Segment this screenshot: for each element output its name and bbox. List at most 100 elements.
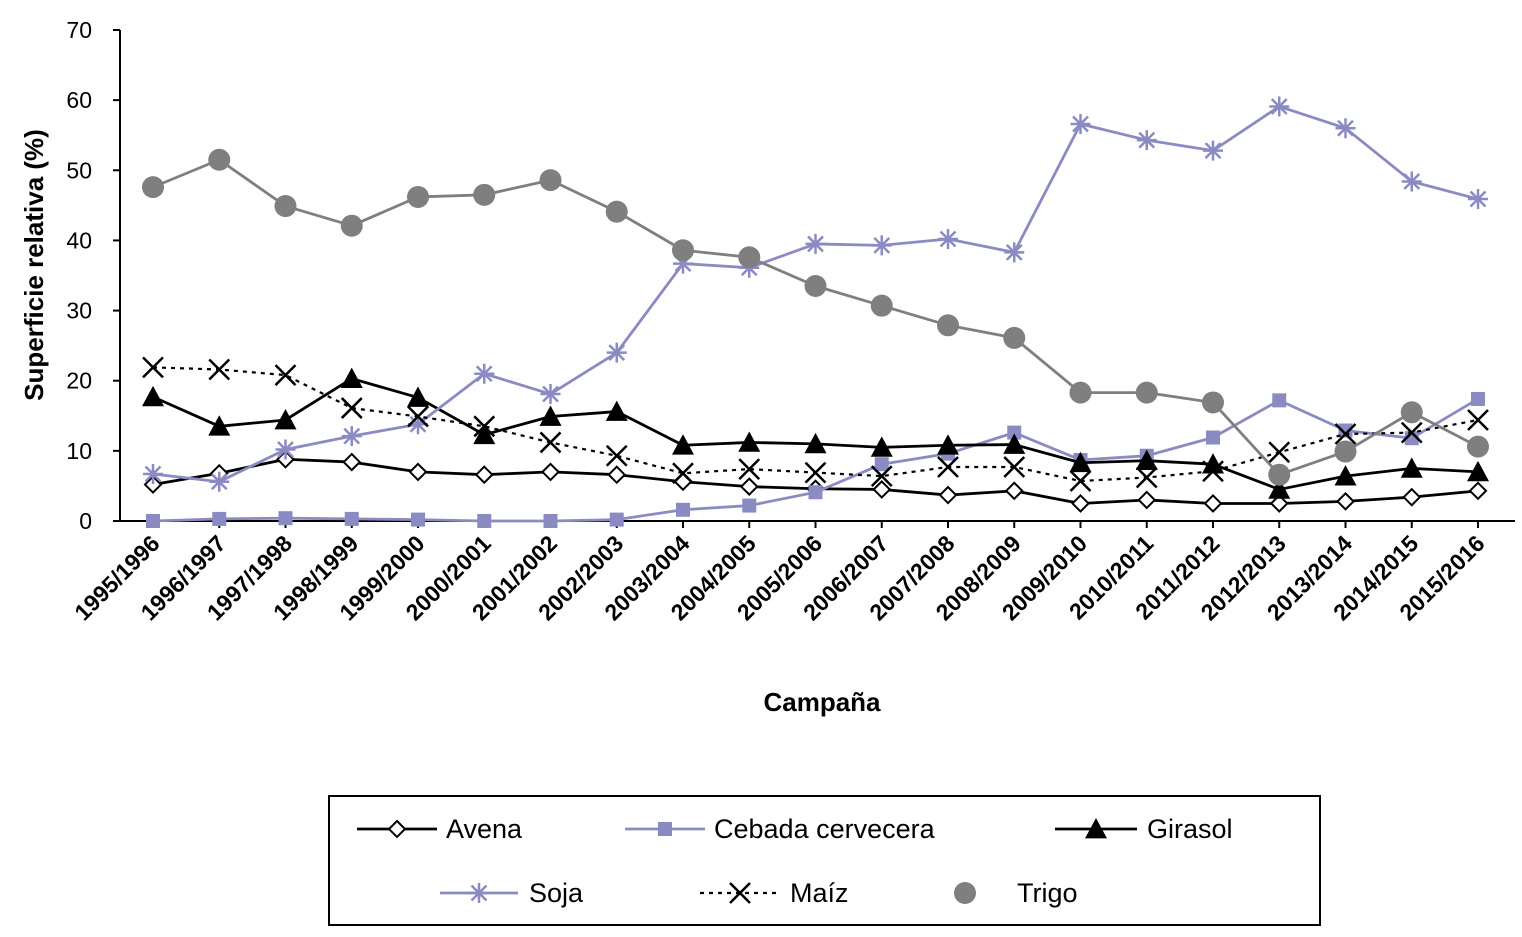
data-point-cebada-cervecera bbox=[278, 511, 293, 526]
data-point-soja bbox=[1004, 242, 1025, 263]
data-point-girasol bbox=[142, 385, 164, 407]
data-point-avena bbox=[1004, 481, 1024, 501]
data-point-soja bbox=[209, 471, 230, 492]
data-point-maiz bbox=[340, 397, 363, 419]
data-point-maiz bbox=[1467, 409, 1489, 431]
data-point-cebada-cervecera bbox=[1007, 425, 1022, 440]
data-point-maiz bbox=[1069, 470, 1092, 492]
data-point-trigo bbox=[539, 169, 562, 192]
data-point-avena bbox=[673, 472, 693, 492]
data-point-maiz bbox=[1334, 423, 1357, 445]
data-point-trigo bbox=[937, 314, 959, 337]
data-point-girasol bbox=[605, 400, 628, 421]
data-point-maiz bbox=[937, 456, 959, 478]
y-tick-label: 30 bbox=[66, 298, 92, 324]
data-point-trigo bbox=[274, 195, 297, 218]
data-point-maiz bbox=[870, 465, 893, 487]
data-point-trigo bbox=[1003, 326, 1026, 349]
data-point-girasol bbox=[804, 432, 827, 454]
data-point-cebada-cervecera bbox=[1471, 391, 1485, 406]
data-point-soja bbox=[871, 235, 892, 256]
legend-marker-trigo bbox=[954, 882, 976, 904]
data-point-maiz bbox=[738, 458, 761, 480]
data-point-maiz bbox=[1003, 456, 1026, 478]
series-maiz bbox=[142, 356, 1489, 492]
y-axis: 0 10 20 30 40 50 60 70 bbox=[66, 17, 121, 534]
data-point-cebada-cervecera bbox=[411, 512, 425, 527]
series-girasol bbox=[142, 367, 1489, 499]
data-point-girasol bbox=[208, 415, 231, 436]
legend-item-maiz: Maíz bbox=[700, 878, 849, 908]
data-point-soja bbox=[1269, 96, 1290, 117]
series-soja bbox=[143, 96, 1488, 492]
data-point-avena bbox=[474, 465, 494, 485]
data-point-soja bbox=[143, 464, 163, 485]
data-point-soja bbox=[1136, 130, 1157, 151]
data-point-soja bbox=[341, 426, 362, 447]
data-point-maiz bbox=[539, 431, 562, 454]
data-point-avena bbox=[872, 480, 892, 499]
series-layer bbox=[142, 96, 1489, 528]
data-point-cebada-cervecera bbox=[543, 514, 558, 528]
data-point-avena bbox=[1336, 491, 1355, 511]
data-point-maiz bbox=[605, 444, 628, 467]
data-point-soja bbox=[938, 229, 958, 250]
data-point-girasol bbox=[1268, 478, 1291, 499]
data-point-avena bbox=[143, 475, 163, 494]
data-point-trigo bbox=[1069, 381, 1092, 404]
data-point-avena bbox=[1203, 494, 1223, 513]
data-point-trigo bbox=[605, 200, 628, 223]
legend-label-soja: Soja bbox=[529, 878, 584, 908]
data-point-girasol bbox=[937, 434, 959, 455]
legend-label-avena: Avena bbox=[446, 814, 523, 844]
data-point-trigo bbox=[870, 294, 893, 317]
data-point-trigo bbox=[1135, 381, 1158, 404]
data-point-avena bbox=[541, 462, 560, 482]
data-point-soja bbox=[673, 253, 693, 274]
legend-item-trigo: Trigo bbox=[954, 878, 1078, 908]
data-point-cebada-cervecera bbox=[344, 511, 359, 526]
data-point-soja bbox=[1468, 189, 1488, 210]
data-point-girasol bbox=[1334, 465, 1357, 486]
legend-item-soja: Soja bbox=[440, 878, 584, 908]
data-point-soja bbox=[540, 384, 561, 405]
data-point-maiz bbox=[274, 364, 297, 386]
y-axis-title: Superficie relativa (%) bbox=[19, 129, 49, 401]
legend-marker-avena bbox=[387, 819, 407, 839]
data-point-cebada-cervecera bbox=[742, 498, 757, 513]
data-point-girasol bbox=[672, 434, 694, 455]
data-point-trigo bbox=[407, 185, 429, 208]
data-point-trigo bbox=[142, 176, 164, 199]
data-point-avena bbox=[1402, 487, 1422, 507]
data-point-avena bbox=[938, 485, 958, 505]
data-point-soja bbox=[1203, 140, 1223, 161]
data-point-cebada-cervecera bbox=[874, 457, 889, 472]
data-point-trigo bbox=[340, 214, 363, 237]
data-point-girasol bbox=[1135, 449, 1158, 471]
data-point-soja bbox=[805, 233, 826, 254]
data-point-avena bbox=[1071, 494, 1090, 513]
data-point-trigo bbox=[1334, 440, 1357, 463]
data-point-girasol bbox=[473, 423, 496, 445]
data-point-avena bbox=[342, 452, 362, 472]
legend-marker-soja bbox=[469, 883, 489, 903]
data-point-maiz bbox=[1202, 460, 1224, 483]
data-point-maiz bbox=[407, 405, 429, 428]
series-trigo bbox=[142, 148, 1489, 486]
data-point-maiz bbox=[1400, 421, 1423, 444]
series-cebada-cervecera bbox=[146, 391, 1485, 528]
data-point-trigo bbox=[672, 239, 694, 262]
legend: Avena Cebada cervecera Girasol Soja Maíz Trig… bbox=[328, 795, 1321, 926]
data-point-cebada-cervecera bbox=[808, 485, 823, 500]
legend-box bbox=[328, 795, 1321, 926]
data-point-trigo bbox=[1467, 435, 1489, 458]
data-point-trigo bbox=[1202, 391, 1224, 414]
data-point-girasol bbox=[738, 431, 761, 452]
y-tick-label: 10 bbox=[66, 438, 92, 464]
legend-marker-maiz bbox=[729, 882, 751, 904]
legend-label-girasol: Girasol bbox=[1147, 814, 1233, 844]
y-tick-label: 70 bbox=[66, 17, 92, 43]
data-point-cebada-cervecera bbox=[212, 511, 227, 526]
data-point-cebada-cervecera bbox=[1206, 430, 1220, 445]
legend-item-girasol: Girasol bbox=[1055, 814, 1233, 844]
